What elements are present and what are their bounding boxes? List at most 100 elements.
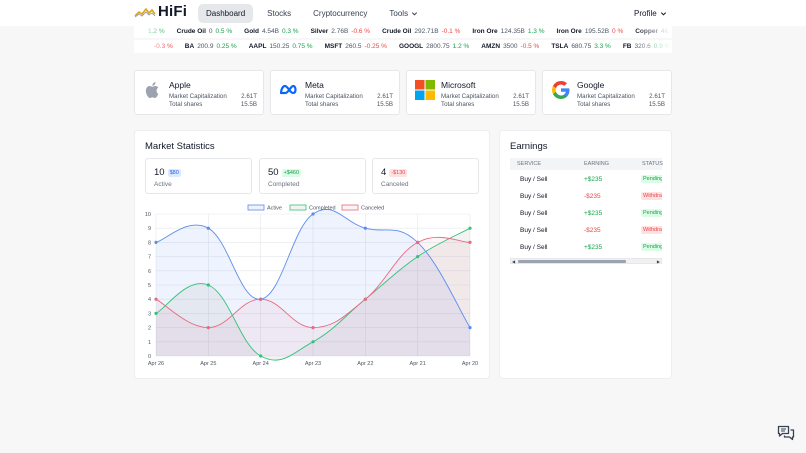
x-tick-label: Apr 23 <box>305 361 321 367</box>
legend-label-completed: Completed <box>309 206 336 212</box>
data-point-canceled <box>311 326 315 330</box>
chevron-down-icon <box>412 12 418 16</box>
earnings-row: Buy / Sell +$235 Pending <box>510 239 662 256</box>
ticker-change: 0.75 % <box>292 43 313 50</box>
nav-tools-dropdown[interactable]: Tools <box>381 4 426 23</box>
data-point-canceled <box>468 240 472 244</box>
profile-label: Profile <box>634 9 657 18</box>
cap-label: Market Capitalization <box>305 93 363 100</box>
profile-dropdown[interactable]: Profile <box>634 9 667 18</box>
cap-value: 2.61T <box>377 93 393 100</box>
stat-badge: $80 <box>167 168 181 177</box>
scroll-left-arrow-icon[interactable]: ◀ <box>512 259 516 264</box>
company-shares-row: Total shares 15.5B <box>305 101 393 108</box>
nav-cryptocurrency[interactable]: Cryptocurrency <box>305 4 375 23</box>
ticker-change: 3.3 % <box>594 43 611 50</box>
earning-amount: -$235 <box>584 227 601 234</box>
company-name: Google <box>577 80 605 90</box>
ticker-fade-left <box>134 40 172 53</box>
x-tick-label: Apr 26 <box>148 361 164 367</box>
earnings-row: Buy / Sell -$235 Withdraw <box>510 188 662 205</box>
cap-value: 2.61T <box>513 93 529 100</box>
main-nav: Dashboard Stocks Cryptocurrency Tools <box>198 4 426 23</box>
earning-amount: +$235 <box>584 244 603 251</box>
data-point-active <box>311 212 315 216</box>
market-statistics-title: Market Statistics <box>145 141 215 152</box>
company-card-google[interactable]: Google Market Capitalization 2.61T Total … <box>542 70 672 115</box>
y-tick-label: 9 <box>148 226 151 232</box>
ticker-change: -0.5 % <box>520 43 540 50</box>
earnings-horizontal-scrollbar[interactable]: ◀ ▶ <box>510 258 662 264</box>
nav-dashboard[interactable]: Dashboard <box>198 4 254 23</box>
top-navigation-bar: HiFi Dashboard Stocks Cryptocurrency Too… <box>0 0 806 26</box>
data-point-completed <box>154 311 158 315</box>
company-shares-row: Total shares 15.5B <box>441 101 529 108</box>
shares-value: 15.5B <box>240 101 257 108</box>
ticker-name: MSFT <box>324 43 343 50</box>
company-card-meta[interactable]: Meta Market Capitalization 2.61T Total sh… <box>270 70 400 115</box>
data-point-canceled <box>363 297 367 301</box>
brand-name: HiFi <box>158 3 188 20</box>
data-point-completed <box>416 255 420 259</box>
company-shares-row: Total shares 15.5B <box>577 101 665 108</box>
company-card-apple[interactable]: Apple Market Capitalization 2.61T Total s… <box>134 70 264 115</box>
company-card-microsoft[interactable]: Microsoft Market Capitalization 2.61T Tot… <box>406 70 536 115</box>
earning-amount: +$235 <box>584 210 603 217</box>
shares-value: 15.5B <box>648 101 665 108</box>
stat-label: Canceled <box>381 181 409 188</box>
ticker-item: Gold 4.54B 0.3 % <box>244 28 298 35</box>
ticker-fade-right <box>634 40 672 53</box>
chat-icon[interactable] <box>777 425 795 441</box>
ticker-item: TSLA 680.75 3.3 % <box>551 43 611 50</box>
nav-stocks[interactable]: Stocks <box>259 4 299 23</box>
nav-dashboard-label: Dashboard <box>206 9 246 18</box>
ticker-item: BA 200.9 0.25 % <box>185 43 237 50</box>
scroll-right-arrow-icon[interactable]: ▶ <box>656 259 660 264</box>
y-tick-label: 5 <box>148 283 151 289</box>
ticker-name: Iron Ore <box>556 28 582 35</box>
ticker-value: 200.9 <box>197 43 214 50</box>
legend-swatch-active <box>247 204 265 211</box>
data-point-completed <box>311 340 315 344</box>
ticker-item: GOOGL 2800.75 1.2 % <box>399 43 469 50</box>
x-tick-label: Apr 20 <box>462 361 478 367</box>
earnings-row: Buy / Sell +$235 Pending <box>510 171 662 188</box>
ticker-value: 4.54B <box>261 28 279 35</box>
ticker-value: 2.76B <box>331 28 349 35</box>
data-point-active <box>206 226 210 230</box>
ticker-name: Crude Oil <box>176 28 206 35</box>
ticker-name: Crude Oil <box>382 28 412 35</box>
earning-status-badge: Pending <box>641 209 662 217</box>
x-tick-label: Apr 22 <box>357 361 373 367</box>
header-service: SERVICE <box>517 161 542 167</box>
header-earning: EARNING <box>584 161 610 167</box>
ticker-value: 124.35B <box>500 28 525 35</box>
stat-value: 50 <box>268 167 279 178</box>
brand-logo[interactable]: HiFi <box>134 3 187 20</box>
data-point-canceled <box>416 240 420 244</box>
shares-value: 15.5B <box>512 101 529 108</box>
data-point-completed <box>468 226 472 230</box>
ticker-change: -0.6 % <box>351 28 371 35</box>
stat-value-row: 50 +$460 <box>268 167 302 178</box>
company-name: Microsoft <box>441 80 476 90</box>
scrollbar-thumb[interactable] <box>518 260 626 263</box>
stat-card-completed: 50 +$460 Completed <box>259 158 366 194</box>
data-point-canceled <box>259 297 263 301</box>
stat-card-active: 10 $80 Active <box>145 158 252 194</box>
microsoft-logo-icon <box>415 80 435 100</box>
company-cap-row: Market Capitalization 2.61T <box>577 93 665 100</box>
cap-value: 2.61T <box>649 93 665 100</box>
stat-label: Completed <box>268 181 300 188</box>
data-point-completed <box>259 354 263 358</box>
legend-label-active: Active <box>267 206 282 212</box>
ticker-change: 0 % <box>612 28 624 35</box>
cap-label: Market Capitalization <box>441 93 499 100</box>
earnings-row: Buy / Sell +$235 Pending <box>510 205 662 222</box>
ticker-fade-right <box>634 25 672 38</box>
stat-card-canceled: 4 -$130 Canceled <box>372 158 479 194</box>
stat-value: 4 <box>381 167 387 178</box>
data-point-active <box>154 240 158 244</box>
earning-status-badge: Withdraw <box>641 226 662 234</box>
